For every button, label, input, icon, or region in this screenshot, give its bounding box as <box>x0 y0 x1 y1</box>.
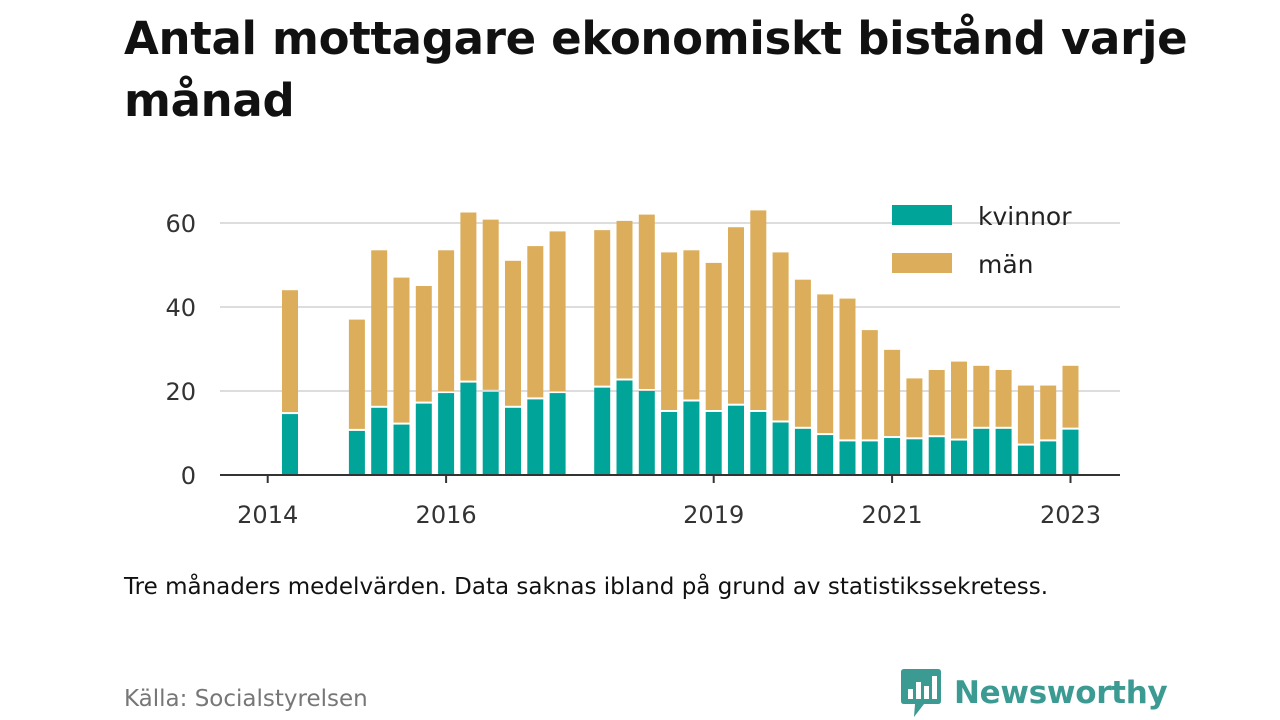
bar-kvinnor <box>616 380 633 475</box>
chart-title: Antal mottagare ekonomiskt bistånd varje… <box>124 12 1188 127</box>
brand-logo: Newsworthy <box>900 666 1168 720</box>
source-text: Källa: Socialstyrelsen <box>124 686 368 712</box>
bar-kvinnor <box>884 438 901 475</box>
bar-kvinnor <box>772 422 789 475</box>
bar-man <box>794 279 811 427</box>
bar-man <box>973 365 990 427</box>
bar-man <box>750 210 767 410</box>
bar-man <box>1062 365 1079 428</box>
bar-kvinnor <box>438 393 455 475</box>
legend-swatch <box>892 205 952 225</box>
bar-kvinnor <box>527 399 544 475</box>
bar-man <box>884 349 901 437</box>
y-tick-label: 60 <box>165 210 196 238</box>
brand-name: Newsworthy <box>954 675 1168 711</box>
x-tick-label: 2021 <box>862 501 923 529</box>
bar-man <box>594 230 611 386</box>
chart-note: Tre månaders medelvärden. Data saknas ib… <box>124 574 1049 600</box>
bar-man <box>728 227 744 404</box>
bar-man <box>393 277 410 423</box>
bar-kvinnor <box>415 403 432 475</box>
bar-man <box>705 262 722 410</box>
legend-label: män <box>978 250 1034 279</box>
y-tick-label: 20 <box>165 378 196 406</box>
bar-kvinnor <box>1017 445 1034 475</box>
bar-kvinnor <box>817 435 834 475</box>
stacked-bar-chart: 0 20 40 60 2014 2016 2019 2021 2023 kvinnor män <box>165 202 1120 529</box>
bar-kvinnor <box>794 428 811 475</box>
bar-kvinnor <box>683 401 700 475</box>
bar-kvinnor <box>973 428 990 475</box>
bar-man <box>549 231 566 392</box>
bar-man <box>817 294 834 434</box>
bar-man <box>460 212 477 381</box>
bar-chart-badge-icon <box>901 669 941 717</box>
bar-man <box>482 219 499 390</box>
bar-man <box>527 246 544 398</box>
x-tick-label: 2023 <box>1040 501 1101 529</box>
bar-man <box>348 319 365 429</box>
x-tick-label: 2014 <box>237 501 298 529</box>
y-tick-label: 40 <box>165 294 196 322</box>
bar-man <box>683 250 700 400</box>
bar-kvinnor <box>951 440 967 475</box>
bar-man <box>995 370 1012 427</box>
bar-man <box>1040 385 1057 440</box>
y-tick-label: 0 <box>181 462 196 490</box>
bar-kvinnor <box>393 424 410 475</box>
bar-man <box>1017 385 1034 444</box>
bar-kvinnor <box>661 412 678 475</box>
bar-kvinnor <box>995 428 1012 475</box>
bar-man <box>505 260 521 406</box>
bar-kvinnor <box>705 412 722 475</box>
x-axis: 2014 2016 2019 2021 2023 <box>220 474 1120 529</box>
legend-label: kvinnor <box>978 202 1072 231</box>
x-tick-label: 2016 <box>416 501 477 529</box>
bar-kvinnor <box>638 391 655 475</box>
bar-kvinnor <box>348 430 365 475</box>
bar-man <box>772 252 789 421</box>
bar-kvinnor <box>1062 429 1079 475</box>
bar-kvinnor <box>482 391 499 475</box>
bar-man <box>282 290 298 413</box>
bar-man <box>371 250 388 406</box>
bar-man <box>839 298 856 440</box>
bar-kvinnor <box>728 405 744 475</box>
bar-man <box>438 250 455 392</box>
bar-man <box>906 378 923 438</box>
x-tick-label: 2019 <box>683 501 744 529</box>
bar-man <box>661 252 678 410</box>
y-axis-ticks: 0 20 40 60 <box>165 210 196 490</box>
bar-kvinnor <box>750 412 767 475</box>
bar-kvinnor <box>1040 441 1057 475</box>
legend: kvinnor män <box>892 202 1072 279</box>
bar-man <box>616 220 633 379</box>
bar-kvinnor <box>505 407 521 475</box>
bar-man <box>638 214 655 389</box>
bar-man <box>928 370 945 436</box>
bars <box>282 210 1079 475</box>
legend-swatch <box>892 253 952 273</box>
bar-kvinnor <box>906 439 923 475</box>
bar-kvinnor <box>594 387 611 475</box>
bar-kvinnor <box>282 414 298 475</box>
bar-kvinnor <box>928 437 945 475</box>
bar-man <box>861 330 878 440</box>
bar-man <box>415 286 432 402</box>
bar-kvinnor <box>460 382 477 475</box>
bar-man <box>951 361 967 439</box>
bar-kvinnor <box>549 393 566 475</box>
bar-kvinnor <box>861 441 878 475</box>
bar-kvinnor <box>839 441 856 475</box>
bar-kvinnor <box>371 407 388 475</box>
